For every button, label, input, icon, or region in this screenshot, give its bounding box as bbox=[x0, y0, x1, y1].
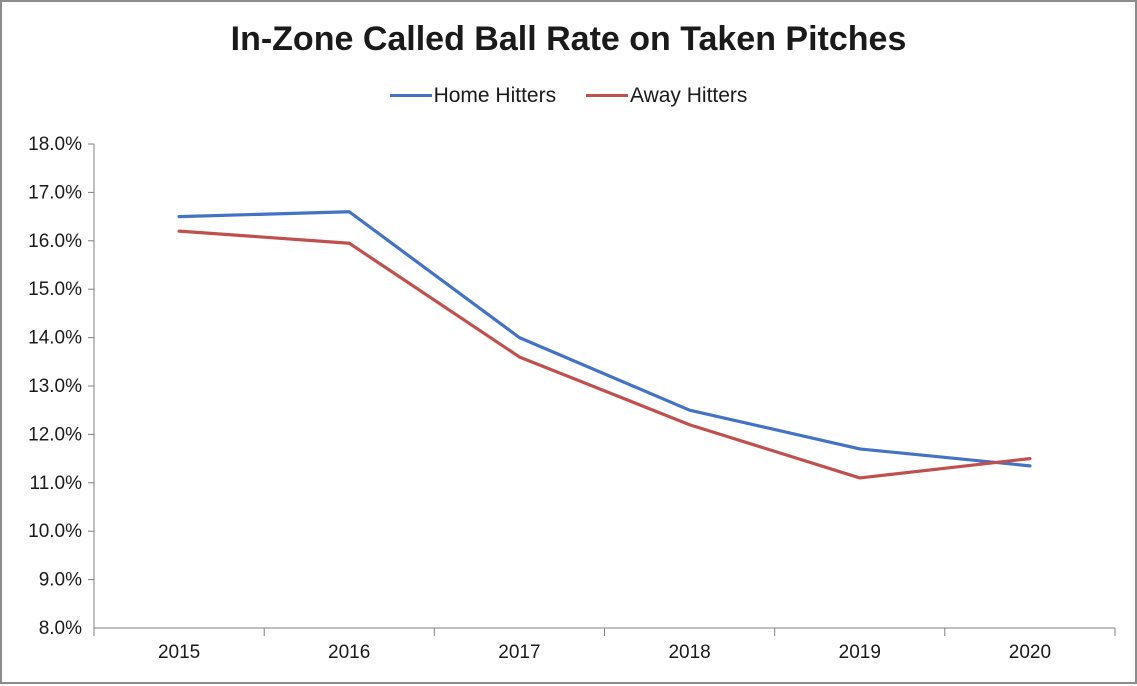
svg-text:11.0%: 11.0% bbox=[30, 473, 83, 494]
svg-text:2015: 2015 bbox=[158, 642, 200, 663]
svg-text:8.0%: 8.0% bbox=[39, 618, 82, 639]
svg-text:2016: 2016 bbox=[328, 642, 370, 663]
svg-text:17.0%: 17.0% bbox=[28, 182, 82, 203]
svg-text:9.0%: 9.0% bbox=[39, 570, 82, 591]
svg-text:10.0%: 10.0% bbox=[28, 521, 82, 542]
svg-text:15.0%: 15.0% bbox=[28, 279, 82, 300]
svg-text:16.0%: 16.0% bbox=[28, 231, 82, 252]
svg-text:2020: 2020 bbox=[1009, 642, 1051, 663]
svg-text:2018: 2018 bbox=[668, 642, 710, 663]
svg-text:2019: 2019 bbox=[839, 642, 881, 663]
svg-text:18.0%: 18.0% bbox=[28, 134, 82, 155]
svg-text:2017: 2017 bbox=[498, 642, 540, 663]
svg-text:12.0%: 12.0% bbox=[28, 424, 82, 445]
svg-text:14.0%: 14.0% bbox=[28, 328, 82, 349]
svg-text:13.0%: 13.0% bbox=[28, 376, 82, 397]
